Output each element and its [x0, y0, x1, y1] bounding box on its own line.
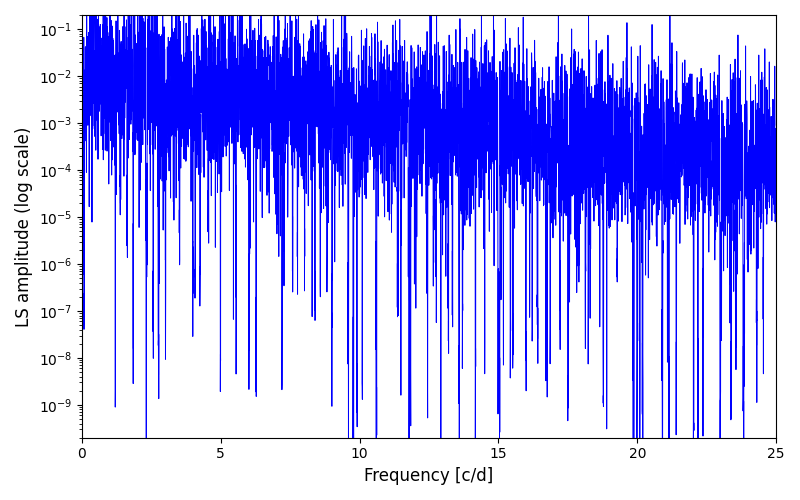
- X-axis label: Frequency [c/d]: Frequency [c/d]: [364, 467, 494, 485]
- Y-axis label: LS amplitude (log scale): LS amplitude (log scale): [15, 126, 33, 326]
